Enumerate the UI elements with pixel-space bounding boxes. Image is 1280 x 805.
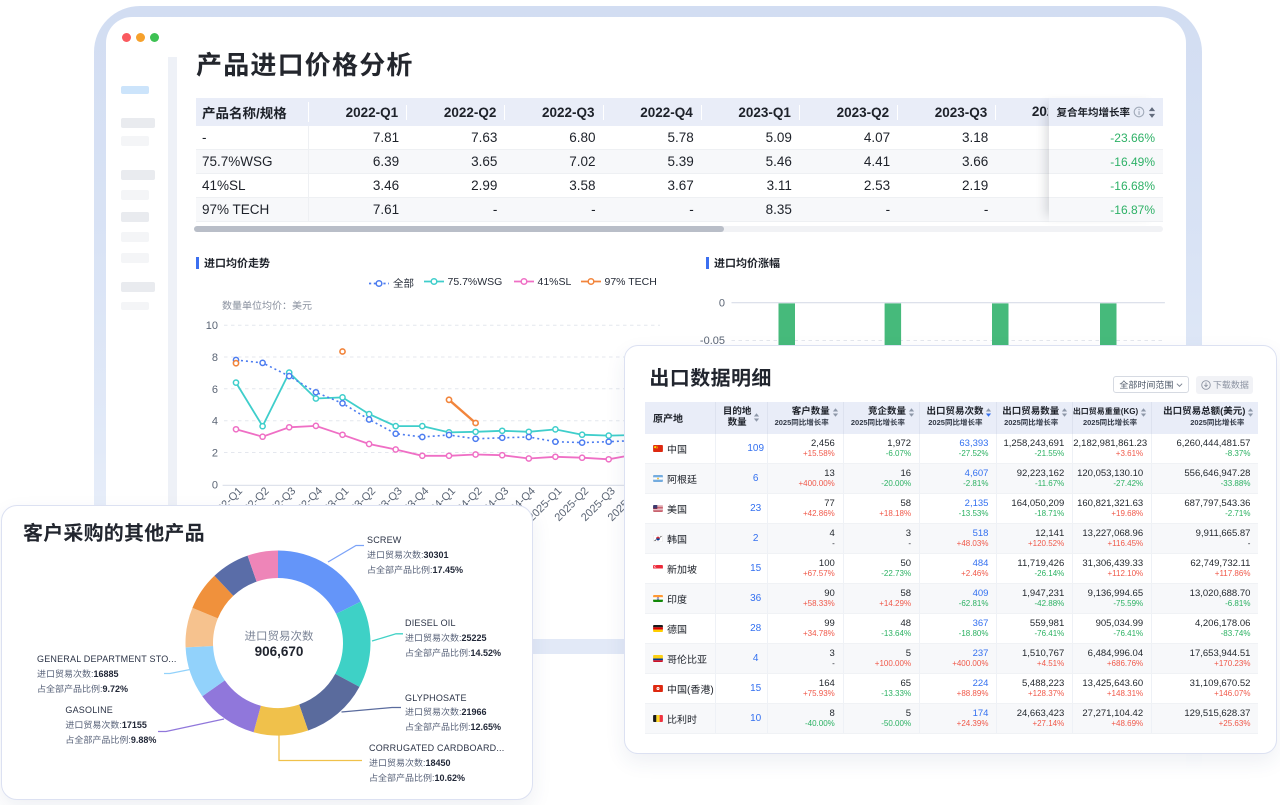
svg-text:8: 8 [212, 352, 218, 364]
svg-text:0: 0 [212, 479, 218, 491]
svg-text:2: 2 [212, 448, 218, 460]
svg-text:-0.05: -0.05 [700, 335, 725, 347]
svg-text:10: 10 [206, 320, 218, 332]
svg-text:6: 6 [212, 384, 218, 396]
svg-text:0: 0 [719, 298, 725, 310]
svg-text:4: 4 [212, 416, 218, 428]
